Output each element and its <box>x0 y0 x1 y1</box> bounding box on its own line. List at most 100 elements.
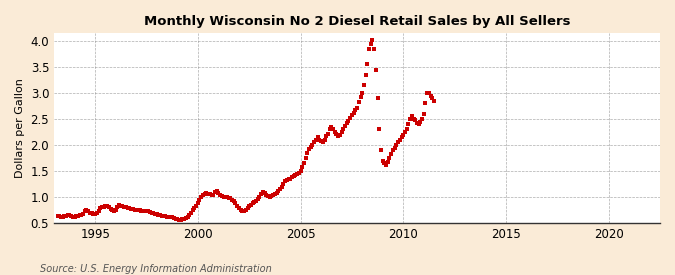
Point <box>186 210 196 215</box>
Point <box>340 123 350 128</box>
Point <box>413 122 424 127</box>
Point <box>141 209 152 214</box>
Point <box>163 214 174 219</box>
Point <box>304 147 315 151</box>
Point <box>408 117 419 121</box>
Point <box>269 192 280 196</box>
Point <box>80 209 90 214</box>
Point <box>213 191 224 195</box>
Point <box>202 192 213 196</box>
Point <box>74 213 85 217</box>
Point <box>353 100 364 104</box>
Point <box>150 211 161 216</box>
Point <box>404 117 415 121</box>
Point <box>114 203 125 207</box>
Point <box>230 201 241 205</box>
Point <box>155 213 165 217</box>
Point <box>425 94 436 98</box>
Point <box>422 91 433 95</box>
Point <box>410 118 421 122</box>
Point <box>237 209 248 214</box>
Point <box>345 116 356 120</box>
Point <box>142 209 153 214</box>
Point <box>148 211 159 215</box>
Point <box>290 173 301 177</box>
Point <box>61 213 72 218</box>
Point <box>338 127 349 132</box>
Point <box>352 105 362 110</box>
Point <box>266 194 277 198</box>
Point <box>384 156 395 160</box>
Point <box>333 133 344 138</box>
Point <box>314 138 325 142</box>
Point <box>324 127 335 132</box>
Point <box>276 184 287 189</box>
Point <box>179 216 190 221</box>
Point <box>68 214 78 219</box>
Point <box>420 101 431 106</box>
Point <box>369 47 379 51</box>
Point <box>415 119 426 124</box>
Point <box>312 135 323 139</box>
Point <box>227 197 238 202</box>
Point <box>396 135 407 139</box>
Point <box>327 127 338 132</box>
Point <box>357 91 368 95</box>
Point <box>132 208 143 213</box>
Point <box>398 132 408 137</box>
Point <box>136 209 146 213</box>
Point <box>279 179 290 183</box>
Point <box>284 177 294 182</box>
Point <box>239 209 250 214</box>
Point <box>400 130 410 134</box>
Point <box>57 214 68 219</box>
Point <box>329 130 340 134</box>
Point <box>177 217 188 221</box>
Point <box>240 208 251 212</box>
Point <box>364 47 375 51</box>
Point <box>221 195 232 200</box>
Point <box>161 214 172 219</box>
Point <box>294 171 304 175</box>
Point <box>310 138 321 142</box>
Point <box>119 205 130 209</box>
Point <box>386 152 397 156</box>
Point <box>379 161 389 165</box>
Point <box>109 209 119 214</box>
Point <box>180 216 191 221</box>
Y-axis label: Dollars per Gallon: Dollars per Gallon <box>15 78 25 178</box>
Point <box>275 187 286 191</box>
Point <box>297 165 308 169</box>
Point <box>319 138 330 142</box>
Point <box>199 192 210 196</box>
Point <box>326 125 337 129</box>
Point <box>348 111 359 115</box>
Point <box>172 217 183 221</box>
Point <box>76 212 87 217</box>
Point <box>256 192 267 197</box>
Point <box>367 38 378 42</box>
Point <box>146 210 157 215</box>
Point <box>350 108 360 112</box>
Point <box>95 206 106 211</box>
Point <box>391 143 402 147</box>
Point <box>355 95 366 99</box>
Point <box>124 206 135 211</box>
Point <box>54 214 65 218</box>
Point <box>265 195 275 199</box>
Point <box>206 193 217 197</box>
Point <box>358 83 369 87</box>
Text: Source: U.S. Energy Information Administration: Source: U.S. Energy Information Administ… <box>40 264 272 274</box>
Point <box>412 121 423 125</box>
Point <box>223 196 234 200</box>
Point <box>192 201 203 205</box>
Point <box>389 145 400 150</box>
Point <box>218 195 229 199</box>
Point <box>317 140 328 145</box>
Point <box>365 42 376 46</box>
Point <box>134 208 145 213</box>
Point <box>307 143 318 147</box>
Point <box>394 138 405 142</box>
Point <box>117 204 128 208</box>
Point <box>126 207 136 211</box>
